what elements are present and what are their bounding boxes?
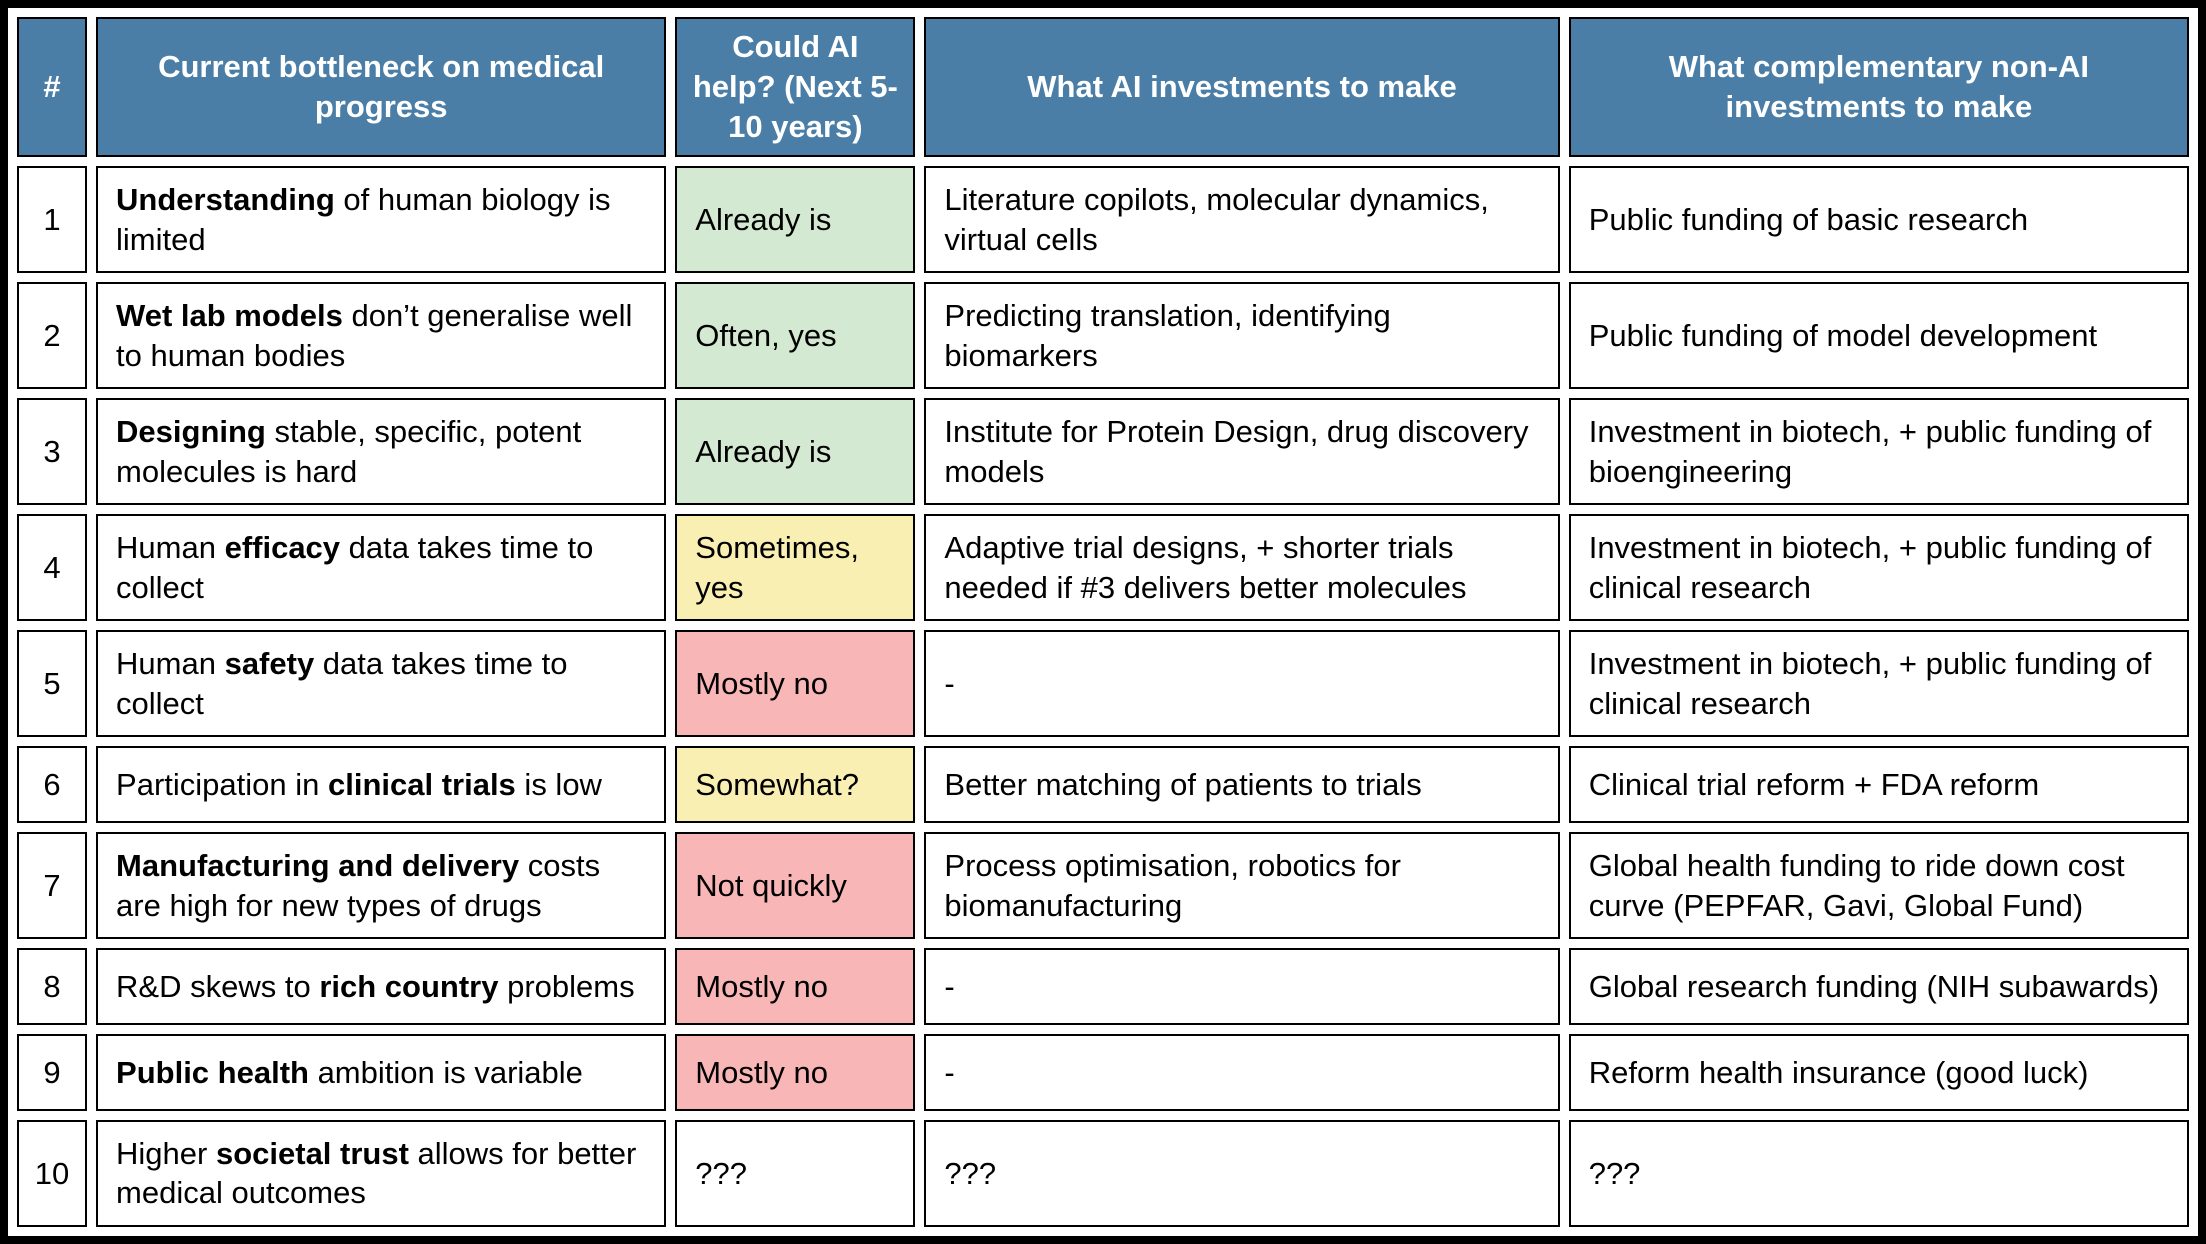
bottleneck-cell: Wet lab models don’t generalise well to …	[96, 282, 667, 390]
ai-help-cell: Not quickly	[675, 832, 916, 940]
ai-investments-cell: ???	[924, 1119, 1560, 1227]
row-number: 4	[17, 514, 88, 622]
col-header-ai-investments: What AI investments to make	[924, 17, 1560, 157]
row-number: 2	[17, 282, 88, 390]
table-row: 7 Manufacturing and delivery costs are h…	[17, 832, 2189, 940]
ai-help-cell: Mostly no	[675, 1034, 916, 1111]
ai-investments-cell: -	[924, 630, 1560, 738]
bottleneck-cell: Human safety data takes time to collect	[96, 630, 667, 738]
non-ai-investments-cell: Clinical trial reform + FDA reform	[1568, 746, 2189, 824]
col-header-bottleneck: Current bottleneck on medical progress	[96, 17, 667, 157]
ai-investments-cell: Predicting translation, identifying biom…	[924, 282, 1560, 390]
row-number: 1	[17, 166, 88, 274]
non-ai-investments-cell: Public funding of basic research	[1568, 166, 2189, 274]
table-row: 6 Participation in clinical trials is lo…	[17, 746, 2189, 824]
col-header-num: #	[17, 17, 88, 157]
table-row: 9 Public health ambition is variable Mos…	[17, 1034, 2189, 1111]
ai-investments-cell: Process optimisation, robotics for bioma…	[924, 832, 1560, 940]
row-number: 6	[17, 746, 88, 824]
ai-help-cell: ???	[675, 1119, 916, 1227]
header-row: # Current bottleneck on medical progress…	[17, 17, 2189, 157]
ai-investments-cell: Institute for Protein Design, drug disco…	[924, 398, 1560, 506]
ai-help-cell: Already is	[675, 398, 916, 506]
ai-investments-cell: -	[924, 948, 1560, 1026]
non-ai-investments-cell: Investment in biotech, + public funding …	[1568, 514, 2189, 622]
ai-investments-cell: Better matching of patients to trials	[924, 746, 1560, 824]
bottleneck-cell: Participation in clinical trials is low	[96, 746, 667, 824]
bottleneck-cell: Designing stable, specific, potent molec…	[96, 398, 667, 506]
row-number: 10	[17, 1119, 88, 1227]
non-ai-investments-cell: Investment in biotech, + public funding …	[1568, 398, 2189, 506]
ai-investments-cell: Adaptive trial designs, + shorter trials…	[924, 514, 1560, 622]
col-header-non-ai-investments: What complementary non-AI investments to…	[1568, 17, 2189, 157]
table-row: 3 Designing stable, specific, potent mol…	[17, 398, 2189, 506]
non-ai-investments-cell: Investment in biotech, + public funding …	[1568, 630, 2189, 738]
row-number: 7	[17, 832, 88, 940]
ai-investments-cell: -	[924, 1034, 1560, 1111]
non-ai-investments-cell: ???	[1568, 1119, 2189, 1227]
non-ai-investments-cell: Global health funding to ride down cost …	[1568, 832, 2189, 940]
ai-help-cell: Mostly no	[675, 948, 916, 1026]
ai-investments-cell: Literature copilots, molecular dynamics,…	[924, 166, 1560, 274]
col-header-ai-help: Could AI help? (Next 5-10 years)	[675, 17, 916, 157]
ai-help-cell: Mostly no	[675, 630, 916, 738]
table-row: 5 Human safety data takes time to collec…	[17, 630, 2189, 738]
bottleneck-cell: R&D skews to rich country problems	[96, 948, 667, 1026]
row-number: 8	[17, 948, 88, 1026]
bottleneck-cell: Understanding of human biology is limite…	[96, 166, 667, 274]
row-number: 3	[17, 398, 88, 506]
non-ai-investments-cell: Reform health insurance (good luck)	[1568, 1034, 2189, 1111]
ai-help-cell: Already is	[675, 166, 916, 274]
table-row: 1 Understanding of human biology is limi…	[17, 166, 2189, 274]
non-ai-investments-cell: Public funding of model development	[1568, 282, 2189, 390]
table-row: 2 Wet lab models don’t generalise well t…	[17, 282, 2189, 390]
ai-help-cell: Sometimes, yes	[675, 514, 916, 622]
non-ai-investments-cell: Global research funding (NIH subawards)	[1568, 948, 2189, 1026]
bottleneck-cell: Public health ambition is variable	[96, 1034, 667, 1111]
table-row: 8 R&D skews to rich country problems Mos…	[17, 948, 2189, 1026]
ai-help-cell: Often, yes	[675, 282, 916, 390]
bottleneck-cell: Human efficacy data takes time to collec…	[96, 514, 667, 622]
table-row: 10 Higher societal trust allows for bett…	[17, 1119, 2189, 1227]
row-number: 9	[17, 1034, 88, 1111]
ai-help-cell: Somewhat?	[675, 746, 916, 824]
table-row: 4 Human efficacy data takes time to coll…	[17, 514, 2189, 622]
bottleneck-cell: Higher societal trust allows for better …	[96, 1119, 667, 1227]
row-number: 5	[17, 630, 88, 738]
bottleneck-cell: Manufacturing and delivery costs are hig…	[96, 832, 667, 940]
